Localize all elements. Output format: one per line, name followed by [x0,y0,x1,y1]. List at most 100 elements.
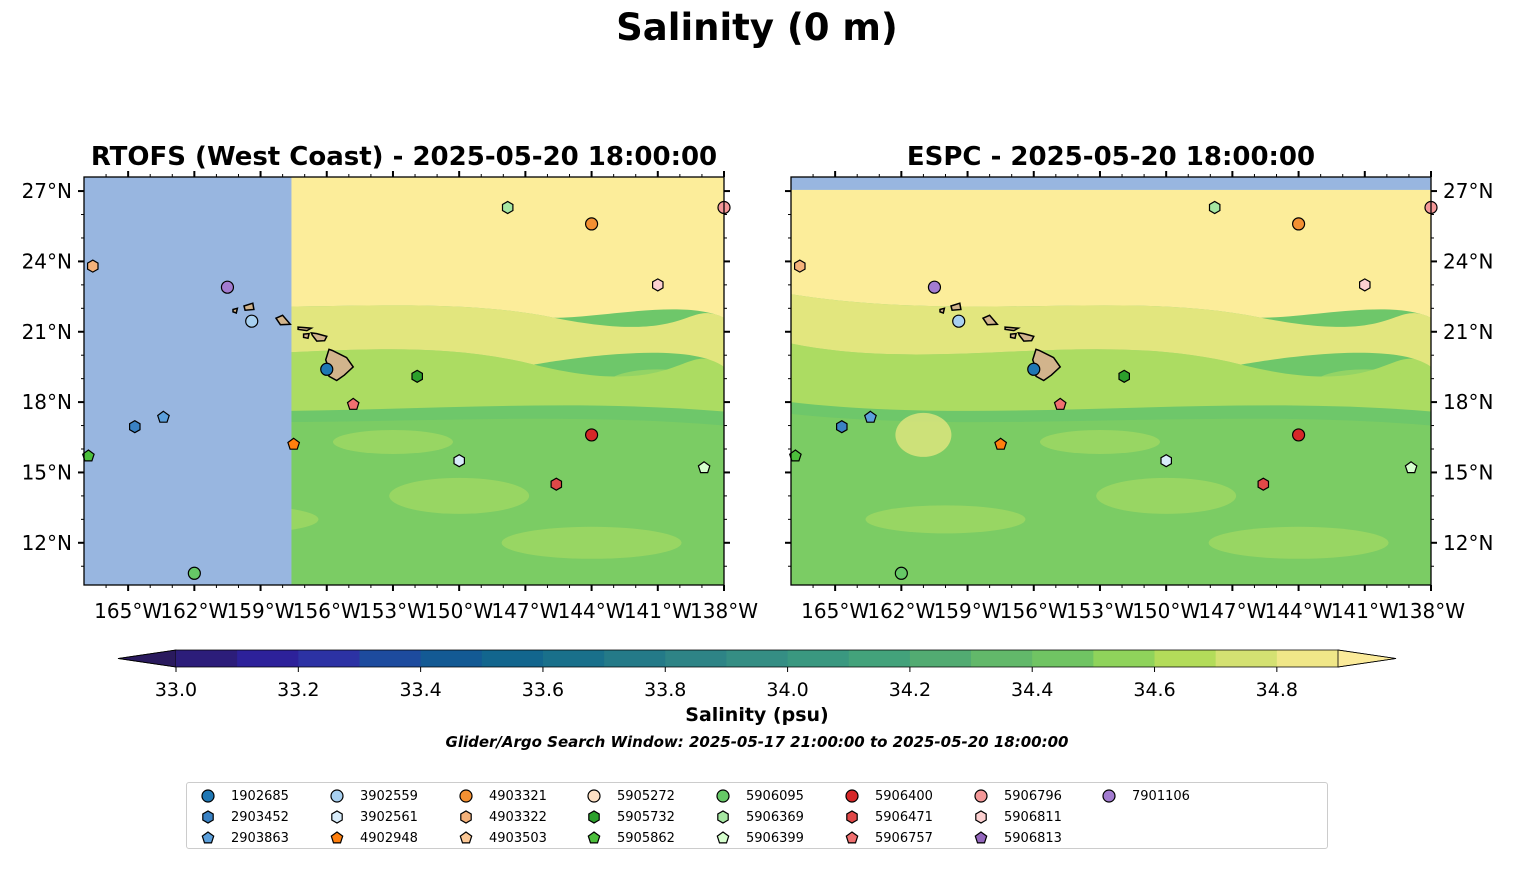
lat-tick-label: 21°N [1443,320,1493,344]
float-2903452-right [835,420,848,434]
legend-label: 5906095 [746,788,804,804]
colorbar-segment [726,650,789,667]
legend-item-5906095: 5906095 [714,786,804,806]
float-5906400-right [1291,428,1306,442]
legend-marker [716,831,730,844]
float-5906369-right [1208,200,1221,215]
island-6 [939,307,946,314]
legend-label: 4903321 [489,788,547,804]
legend-item-3902559: 3902559 [328,786,418,806]
legend-marker [330,831,344,844]
colorbar-segment [848,650,911,667]
lon-tick-label: 141°W [1331,599,1399,623]
legend-marker [1102,789,1116,803]
hexagon-marker-icon [460,810,472,824]
panel-right-title: ESPC - 2025-05-20 18:00:00 [906,142,1316,172]
legend-item-5905272: 5905272 [585,786,675,806]
legend-marker [974,789,988,803]
float-5906095-right [894,566,908,580]
legend-marker [716,789,730,803]
float-3902561-left [453,454,465,468]
float-5906757-left [346,397,360,410]
colorbar-under-arrow [117,649,177,668]
lon-tick-label: 150°W [1132,599,1200,623]
legend-label: 5905862 [617,830,675,846]
island-1 [310,331,328,342]
legend-label: 4903322 [489,809,547,825]
legend-label: 5906813 [1004,830,1062,846]
circle-marker-icon [716,789,730,803]
float-5906471-right [1257,477,1270,491]
float-4902948-left [287,437,301,450]
legend-marker [587,789,601,803]
legend-item-2903452: 2903452 [199,807,289,827]
float-legend: 1902685 2903452 2903863 3902559 3902561 49029… [186,782,1328,849]
pentagon-marker-icon [330,831,344,844]
legend-label: 7901106 [1132,788,1190,804]
lon-tick-label: 162°W [160,599,228,623]
legend-label: 5906796 [1004,788,1062,804]
legend-label: 2903452 [231,809,289,825]
float-5906811-left [651,278,664,292]
legend-label: 5905732 [617,809,675,825]
legend-item-4903322: 4903322 [457,807,547,827]
colorbar-segment [481,650,544,667]
colorbar-over-arrow [1337,649,1397,668]
lat-tick-label: 24°N [1443,249,1493,273]
legend-label: 4903503 [489,830,547,846]
legend-item-5906757: 5906757 [843,828,933,848]
hexagon-marker-icon [331,810,343,824]
float-5906369-left [501,200,514,215]
float-5906757-right [1053,397,1067,410]
legend-label: 5906757 [875,830,933,846]
lon-tick-label: 159°W [934,599,1002,623]
lat-tick-label: 12°N [22,531,72,555]
legend-item-5906796: 5906796 [972,786,1062,806]
legend-marker [717,810,729,824]
lat-tick-label: 18°N [22,390,72,414]
lat-tick-label: 15°N [1443,460,1493,484]
float-5906400-left [584,428,599,442]
island-5 [243,302,255,311]
circle-marker-icon [330,789,344,803]
colorbar-segment [237,650,299,667]
pentagon-marker-icon [459,831,473,844]
legend-marker [975,810,987,824]
legend-label: 3902559 [360,788,418,804]
colorbar-segment [1032,650,1094,667]
hexagon-marker-icon [588,810,600,824]
colorbar-tick-label: 34.0 [766,679,808,701]
legend-marker [201,789,215,803]
figure-title: Salinity (0 m) [616,6,898,49]
island-3 [302,332,311,340]
colorbar-segment [1215,650,1278,667]
pentagon-marker-icon [974,831,988,844]
island-2 [297,326,314,332]
island-3 [1009,332,1018,340]
float-2903863-right [863,410,877,423]
legend-item-5905732: 5905732 [585,807,675,827]
lat-tick-label: 27°N [1443,179,1493,203]
salinity-field-right [791,177,1431,585]
colorbar-segment [971,650,1033,667]
colorbar-segment [787,650,850,667]
lat-tick-label: 21°N [22,320,72,344]
legend-item-2903863: 2903863 [199,828,289,848]
float-5905732-right [1118,369,1131,383]
lat-tick-label: 27°N [22,179,72,203]
legend-marker [460,810,472,824]
colorbar-segment [420,650,483,667]
float-2903452-left [129,420,141,434]
island-2 [1004,326,1021,332]
legend-label: 5905272 [617,788,675,804]
circle-marker-icon [974,789,988,803]
float-5905732-left [411,369,423,383]
legend-item-5906811: 5906811 [972,807,1062,827]
float-5906399-left [697,461,711,474]
legend-marker [588,810,600,824]
legend-label: 1902685 [231,788,289,804]
lon-tick-label: 156°W [293,599,361,623]
colorbar-segment [359,650,422,667]
legend-marker [330,789,344,803]
